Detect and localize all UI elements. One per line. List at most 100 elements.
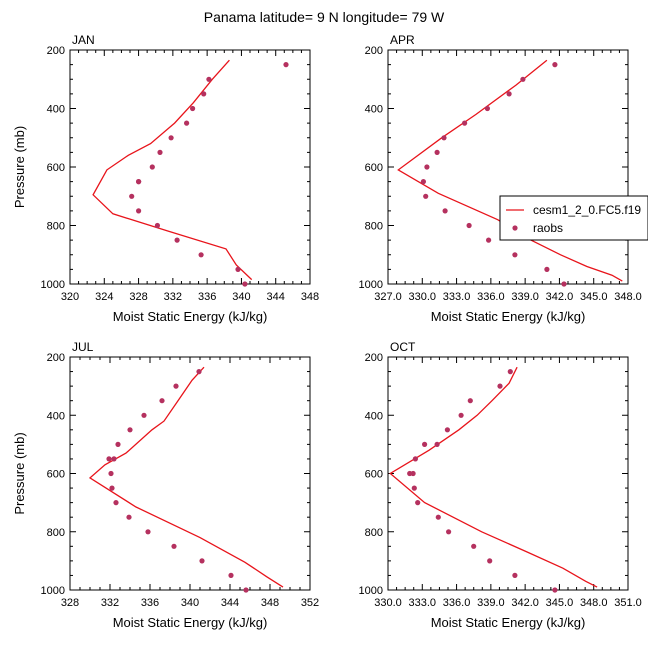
y-axis-label: Pressure (mb) [12, 126, 27, 208]
x-tick-label: 333.0 [409, 597, 437, 609]
obs-point [145, 529, 151, 535]
x-axis-label: Moist Static Energy (kJ/kg) [113, 615, 268, 630]
y-tick-label: 600 [365, 469, 383, 481]
obs-point [126, 514, 132, 520]
x-tick-label: 348.0 [614, 291, 642, 303]
obs-point [487, 558, 493, 564]
figure-title: Panama latitude= 9 N longitude= 79 W [204, 9, 445, 25]
x-tick-label: 332 [164, 291, 182, 303]
model-line [389, 366, 598, 588]
obs-point [424, 164, 430, 170]
obs-point [109, 485, 115, 491]
x-tick-label: 352 [301, 597, 319, 609]
obs-point [199, 558, 205, 564]
obs-point [136, 208, 142, 214]
obs-point [486, 237, 492, 243]
y-tick-label: 400 [47, 104, 65, 116]
obs-point [154, 222, 160, 229]
obs-point [171, 543, 177, 549]
x-tick-label: 328 [129, 291, 147, 303]
obs-point [441, 135, 447, 141]
obs-point [111, 456, 117, 462]
x-axis-label: Moist Static Energy (kJ/kg) [431, 309, 586, 324]
obs-point [544, 266, 550, 272]
x-tick-label: 339.0 [477, 597, 505, 609]
model-line [92, 59, 253, 281]
x-tick-label: 348 [261, 597, 279, 609]
y-tick-label: 200 [47, 45, 65, 57]
obs-point [420, 179, 426, 185]
y-tick-label: 400 [365, 104, 383, 116]
x-tick-label: 324 [95, 291, 113, 303]
x-tick-label: 344 [221, 597, 239, 609]
obs-point [458, 412, 464, 418]
obs-point [484, 105, 490, 112]
obs-point [423, 193, 429, 199]
obs-point [442, 208, 448, 214]
y-tick-label: 200 [365, 45, 383, 57]
x-tick-label: 339.0 [511, 291, 539, 303]
y-tick-label: 400 [47, 410, 65, 422]
obs-point [506, 91, 512, 97]
y-tick-label: 800 [365, 221, 383, 233]
x-tick-label: 332 [101, 597, 119, 609]
obs-point [184, 120, 190, 126]
obs-point [108, 470, 114, 477]
obs-point [497, 383, 503, 389]
x-axis-label: Moist Static Energy (kJ/kg) [113, 309, 268, 324]
obs-point [512, 252, 518, 258]
y-tick-label: 200 [47, 352, 65, 364]
x-tick-label: 345.0 [546, 597, 574, 609]
y-tick-label: 1000 [41, 585, 65, 597]
obs-point [446, 529, 452, 535]
x-tick-label: 342.0 [511, 597, 539, 609]
obs-point [411, 485, 417, 491]
obs-point [561, 281, 567, 287]
y-axis-label: Pressure (mb) [12, 432, 27, 514]
y-tick-label: 600 [365, 162, 383, 174]
obs-point [412, 456, 418, 462]
plot-frame [387, 356, 629, 591]
panels: JAN 320 324 328 332 336 340 344 348 200 400 600 800 1… [12, 33, 648, 630]
obs-point [435, 514, 441, 520]
obs-point [196, 369, 202, 375]
y-tick-label: 800 [47, 221, 65, 233]
legend-label-obs: raobs [533, 221, 563, 235]
obs-point [136, 179, 142, 185]
x-tick-label: 336 [198, 291, 216, 303]
obs-point [462, 120, 468, 126]
obs-point [129, 193, 135, 199]
obs-point [552, 587, 558, 593]
obs-point [141, 412, 147, 418]
x-tick-label: 330.0 [409, 291, 437, 303]
panel-label: JUL [72, 340, 94, 354]
obs-point [520, 76, 526, 82]
obs-point [415, 500, 421, 506]
x-tick-label: 340 [181, 597, 199, 609]
plot-frame [387, 49, 629, 285]
panel-label: JAN [72, 33, 95, 47]
obs-point [201, 91, 207, 97]
y-tick-label: 800 [47, 527, 65, 539]
x-tick-label: 340 [232, 291, 250, 303]
obs-point [444, 427, 450, 433]
obs-point [422, 441, 428, 447]
x-tick-label: 336 [141, 597, 159, 609]
x-tick-label: 348.0 [580, 597, 608, 609]
x-tick-label: 351.0 [614, 597, 642, 609]
y-tick-label: 600 [47, 469, 65, 481]
legend-box [499, 195, 648, 241]
obs-point [127, 427, 133, 433]
obs-point [434, 441, 440, 447]
obs-point [552, 62, 558, 68]
model-line [397, 59, 623, 282]
x-tick-label: 336.0 [477, 291, 505, 303]
panel-apr: APR 327.0 330.0 333.0 336.0 339.0 342.0 345.0 34… [359, 33, 648, 324]
x-tick-label: 345.0 [580, 291, 608, 303]
x-tick-label: 344 [267, 291, 285, 303]
panel-label: APR [390, 33, 415, 47]
obs-point [467, 398, 473, 404]
obs-point [115, 441, 121, 447]
